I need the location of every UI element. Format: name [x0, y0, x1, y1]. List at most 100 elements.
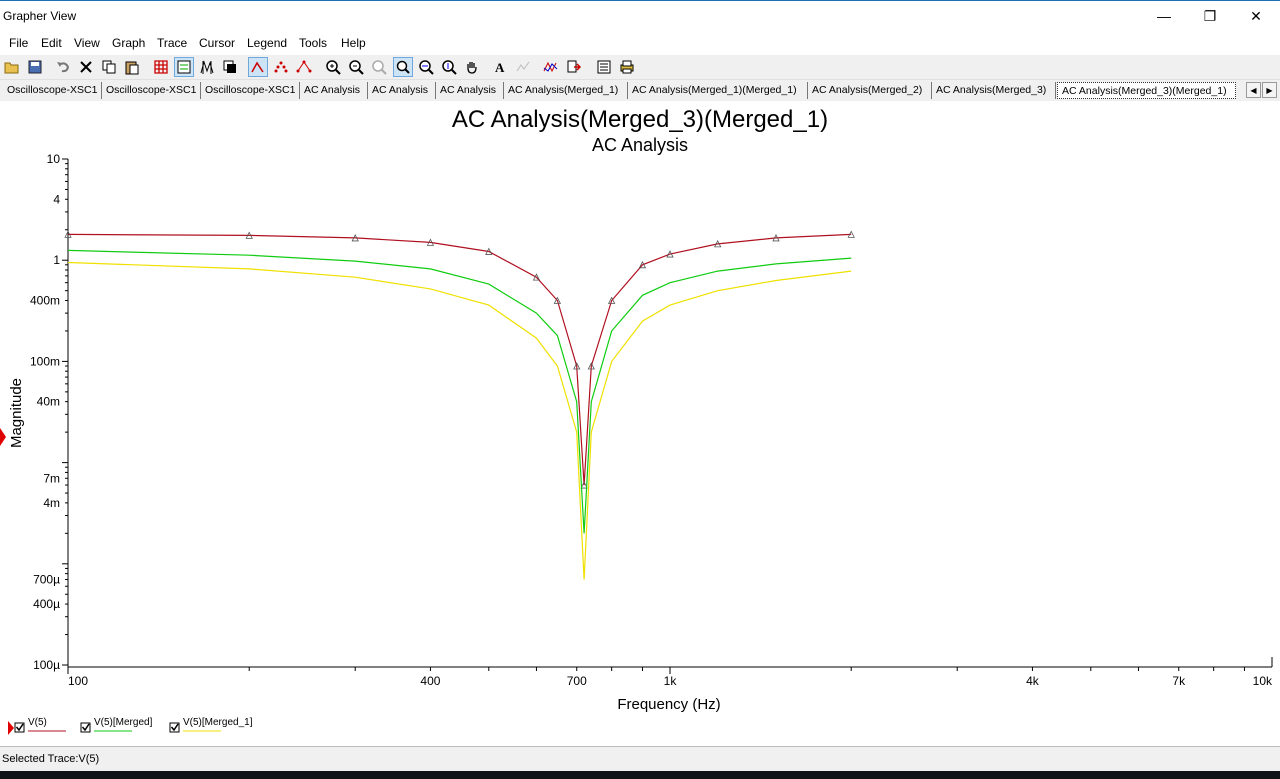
ac-analysis-plot[interactable]: AC Analysis(Merged_3)(Merged_1) AC Analy… — [0, 101, 1280, 744]
trace-marker-point — [714, 239, 722, 248]
trace-line-v-5-merged-1[interactable] — [67, 261, 852, 580]
zoom-y-icon[interactable] — [439, 57, 459, 77]
y-tick-label: 7m — [43, 471, 60, 485]
zoom-out-icon[interactable] — [346, 57, 366, 77]
save-icon[interactable] — [25, 57, 45, 77]
trace-marker-point — [666, 250, 674, 258]
tab-ac-merged-3[interactable]: AC Analysis(Merged_3) — [932, 82, 1056, 99]
cursors-icon[interactable] — [197, 57, 217, 77]
tab-oscilloscope-3[interactable]: Oscilloscope-XSC1 — [201, 82, 300, 99]
check-icon — [170, 723, 179, 732]
trace-line-v-5[interactable] — [67, 233, 852, 486]
show-points-icon[interactable] — [271, 57, 291, 77]
menu-view[interactable]: View — [74, 36, 100, 50]
legend: V(5) V(5)[Merged] V(5)[Merged_1] — [8, 717, 253, 735]
zoom-x-icon[interactable] — [416, 57, 436, 77]
tab-ac-merged-1-merged-1[interactable]: AC Analysis(Merged_1)(Merged_1) — [628, 82, 808, 99]
trace-marker-point — [638, 260, 647, 269]
tab-scroll-left-icon[interactable]: ◀ — [1246, 82, 1261, 98]
legend-checkbox-v5-merged[interactable] — [80, 722, 91, 733]
menu-bar: File Edit View Graph Trace Cursor Legend… — [0, 32, 1280, 54]
x-tick-label: 700 — [567, 674, 587, 688]
menu-cursor[interactable]: Cursor — [199, 36, 236, 50]
tab-scroll-right-icon[interactable]: ▶ — [1262, 82, 1277, 98]
tab-ac-analysis-2[interactable]: AC Analysis — [368, 82, 436, 99]
selected-trace-status: Selected Trace:V(5) — [2, 753, 100, 765]
grid-icon[interactable] — [151, 57, 171, 77]
trace-marker-point — [532, 273, 541, 281]
print-icon[interactable] — [617, 57, 637, 77]
undo-icon[interactable] — [53, 57, 73, 77]
toolbar: A — [0, 55, 1280, 80]
tab-oscilloscope-2[interactable]: Oscilloscope-XSC1 — [102, 82, 201, 99]
menu-edit[interactable]: Edit — [41, 36, 62, 50]
legend-item-v5-merged[interactable]: V(5)[Merged] — [80, 717, 153, 733]
x-tick-label: 100 — [68, 674, 88, 688]
y-tick-label: 4m — [43, 496, 60, 510]
graph-tabs: Oscilloscope-XSC1 Oscilloscope-XSC1 Osci… — [0, 80, 1280, 102]
trace-marker-point — [351, 234, 359, 242]
delete-icon[interactable] — [76, 57, 96, 77]
trace-marker-point — [426, 238, 435, 246]
reverse-colors-icon[interactable] — [220, 57, 240, 77]
restore-button[interactable]: ❐ — [1203, 8, 1217, 24]
copy-icon[interactable] — [99, 57, 119, 77]
tab-ac-merged-2[interactable]: AC Analysis(Merged_2) — [808, 82, 932, 99]
legend-item-v5-merged-1[interactable]: V(5)[Merged_1] — [169, 717, 253, 733]
legend-checkbox-v5-merged-1[interactable] — [169, 722, 180, 733]
legend-checkbox-v5[interactable] — [14, 722, 25, 733]
check-icon — [15, 723, 24, 732]
window-titlebar: Grapher View — ❐ ✕ — [0, 0, 1280, 32]
close-button[interactable]: ✕ — [1250, 8, 1262, 24]
graph-title: AC Analysis(Merged_3)(Merged_1) — [452, 106, 828, 133]
tab-ac-merged-1[interactable]: AC Analysis(Merged_1) — [504, 82, 628, 99]
overlay-traces-icon[interactable] — [541, 57, 561, 77]
trace-line-v-5-merged[interactable] — [67, 249, 852, 534]
selected-trace-marker-icon[interactable] — [0, 428, 6, 446]
tab-ac-analysis-1[interactable]: AC Analysis — [300, 82, 368, 99]
show-line-points-icon[interactable] — [294, 57, 314, 77]
trace-marker-point — [245, 231, 253, 239]
tab-oscilloscope-1[interactable]: Oscilloscope-XSC1 — [3, 82, 102, 99]
trace-marker-point — [847, 230, 855, 238]
trace-marker-point — [772, 234, 780, 242]
menu-tools[interactable]: Tools — [299, 36, 328, 50]
y-tick-label: 10 — [47, 152, 61, 166]
y-tick-label: 400m — [30, 293, 60, 307]
legend-item-v5[interactable]: V(5) — [8, 717, 66, 735]
export-icon[interactable] — [564, 57, 584, 77]
legend-label-v5-merged-1: V(5)[Merged_1] — [183, 717, 253, 728]
zoom-full-icon[interactable] — [369, 57, 389, 77]
select-marks-icon[interactable] — [513, 57, 533, 77]
trace-marker-point — [553, 296, 562, 304]
window-title: Grapher View — [3, 9, 77, 23]
menu-graph[interactable]: Graph — [112, 36, 146, 50]
zoom-in-icon[interactable] — [323, 57, 343, 77]
menu-file[interactable]: File — [9, 36, 29, 50]
menu-legend[interactable]: Legend — [247, 36, 288, 50]
tab-ac-analysis-3[interactable]: AC Analysis — [436, 82, 504, 99]
paste-icon[interactable] — [122, 57, 142, 77]
properties-icon[interactable] — [594, 57, 614, 77]
y-tick-label: 400µ — [33, 597, 60, 611]
graph-area[interactable]: AC Analysis(Merged_3)(Merged_1) AC Analy… — [0, 101, 1280, 744]
trace-marker-point — [580, 481, 588, 489]
menu-help[interactable]: Help — [341, 36, 366, 50]
trace-marker-point — [608, 296, 616, 304]
y-tick-label: 100m — [30, 354, 60, 368]
tab-ac-merged-3-merged-1[interactable]: AC Analysis(Merged_3)(Merged_1) — [1057, 82, 1236, 99]
legend-icon[interactable] — [174, 57, 194, 77]
minimize-button[interactable]: — — [1157, 8, 1171, 24]
trace-marker-point — [485, 247, 493, 255]
menu-trace[interactable]: Trace — [157, 36, 188, 50]
legend-selected-marker-icon — [8, 721, 14, 735]
taskbar — [0, 771, 1280, 779]
pan-icon[interactable] — [462, 57, 482, 77]
show-line-icon[interactable] — [248, 57, 268, 77]
y-tick-label: 100µ — [33, 658, 60, 672]
text-icon[interactable]: A — [490, 57, 510, 77]
trace-marker-point — [587, 362, 595, 370]
x-tick-label: 1k — [664, 674, 678, 688]
zoom-area-icon[interactable] — [393, 57, 413, 77]
open-icon[interactable] — [2, 57, 22, 77]
